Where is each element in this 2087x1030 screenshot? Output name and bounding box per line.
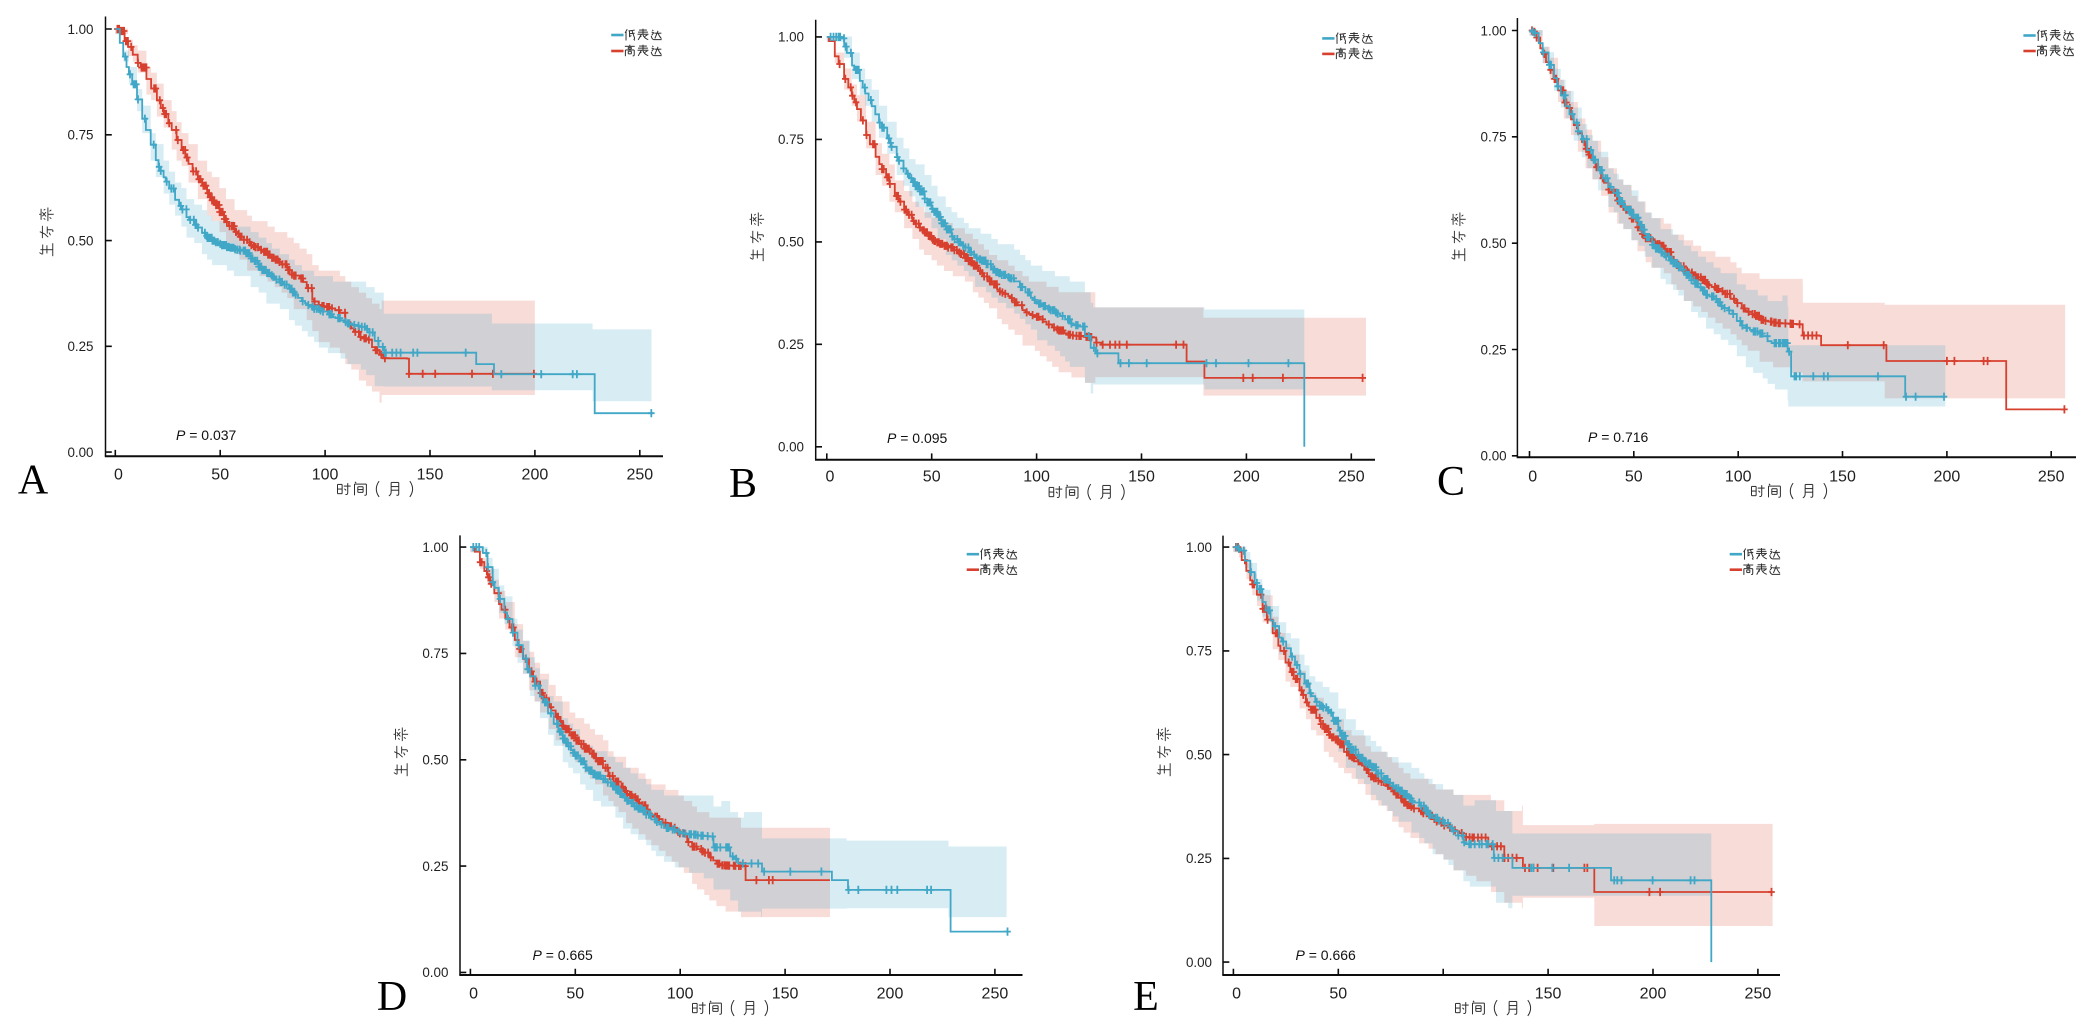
svg-text:250: 250 (626, 467, 653, 484)
svg-text:200: 200 (1233, 469, 1260, 486)
svg-text:0.25: 0.25 (1186, 851, 1212, 866)
svg-text:200: 200 (522, 467, 549, 484)
svg-text:50: 50 (1329, 986, 1347, 1003)
svg-text:250: 250 (1338, 469, 1365, 486)
svg-text:150: 150 (1128, 469, 1155, 486)
svg-text:C: C (1437, 459, 1465, 505)
svg-text:0.50: 0.50 (778, 235, 804, 250)
svg-text:50: 50 (1625, 469, 1643, 486)
svg-text:0.50: 0.50 (67, 233, 93, 248)
svg-text:100: 100 (1023, 469, 1050, 486)
svg-text:0.50: 0.50 (1186, 747, 1212, 762)
svg-text:B: B (729, 461, 757, 507)
svg-text:P = 0.665: P = 0.665 (533, 947, 594, 963)
svg-text:P = 0.666: P = 0.666 (1296, 947, 1357, 963)
svg-text:1.00: 1.00 (67, 22, 93, 37)
svg-text:0.25: 0.25 (1481, 342, 1507, 357)
svg-text:100: 100 (667, 986, 694, 1003)
svg-text:200: 200 (1640, 986, 1667, 1003)
svg-text:0: 0 (826, 469, 835, 486)
svg-text:0: 0 (1528, 469, 1537, 486)
svg-text:0.25: 0.25 (778, 337, 804, 352)
svg-text:150: 150 (417, 467, 444, 484)
svg-text:50: 50 (566, 986, 584, 1003)
svg-text:1.00: 1.00 (1186, 540, 1212, 555)
svg-text:0.75: 0.75 (1186, 644, 1212, 659)
svg-text:1.00: 1.00 (422, 540, 448, 555)
svg-text:P = 0.037: P = 0.037 (176, 427, 237, 443)
svg-text:P = 0.716: P = 0.716 (1588, 429, 1649, 445)
svg-text:150: 150 (1535, 986, 1562, 1003)
svg-text:0.75: 0.75 (1481, 130, 1507, 145)
svg-text:0.00: 0.00 (1186, 955, 1212, 970)
svg-text:200: 200 (877, 986, 904, 1003)
svg-text:150: 150 (1829, 469, 1856, 486)
svg-text:250: 250 (1745, 986, 1772, 1003)
svg-text:0.00: 0.00 (422, 965, 448, 980)
svg-text:0.50: 0.50 (1481, 236, 1507, 251)
svg-text:0.25: 0.25 (67, 339, 93, 354)
svg-text:0.75: 0.75 (422, 646, 448, 661)
svg-text:1.00: 1.00 (778, 30, 804, 45)
svg-text:100: 100 (1725, 469, 1752, 486)
svg-text:A: A (18, 458, 49, 504)
svg-text:1.00: 1.00 (1481, 23, 1507, 38)
svg-text:50: 50 (923, 469, 941, 486)
svg-text:0.75: 0.75 (778, 132, 804, 147)
svg-text:250: 250 (982, 986, 1009, 1003)
svg-text:100: 100 (312, 467, 339, 484)
svg-text:0.75: 0.75 (67, 128, 93, 143)
svg-text:0.00: 0.00 (67, 445, 93, 460)
svg-text:50: 50 (211, 467, 229, 484)
svg-text:0: 0 (469, 986, 478, 1003)
svg-text:0: 0 (1232, 986, 1241, 1003)
svg-text:D: D (377, 974, 407, 1020)
svg-text:0.50: 0.50 (422, 753, 448, 768)
svg-text:250: 250 (2038, 469, 2065, 486)
svg-text:150: 150 (772, 986, 799, 1003)
svg-text:E: E (1133, 974, 1159, 1020)
svg-text:P = 0.095: P = 0.095 (887, 430, 948, 446)
svg-text:0.25: 0.25 (422, 859, 448, 874)
svg-text:0.00: 0.00 (1481, 449, 1507, 464)
svg-text:0: 0 (114, 467, 123, 484)
svg-text:0.00: 0.00 (778, 440, 804, 455)
svg-text:200: 200 (1934, 469, 1961, 486)
